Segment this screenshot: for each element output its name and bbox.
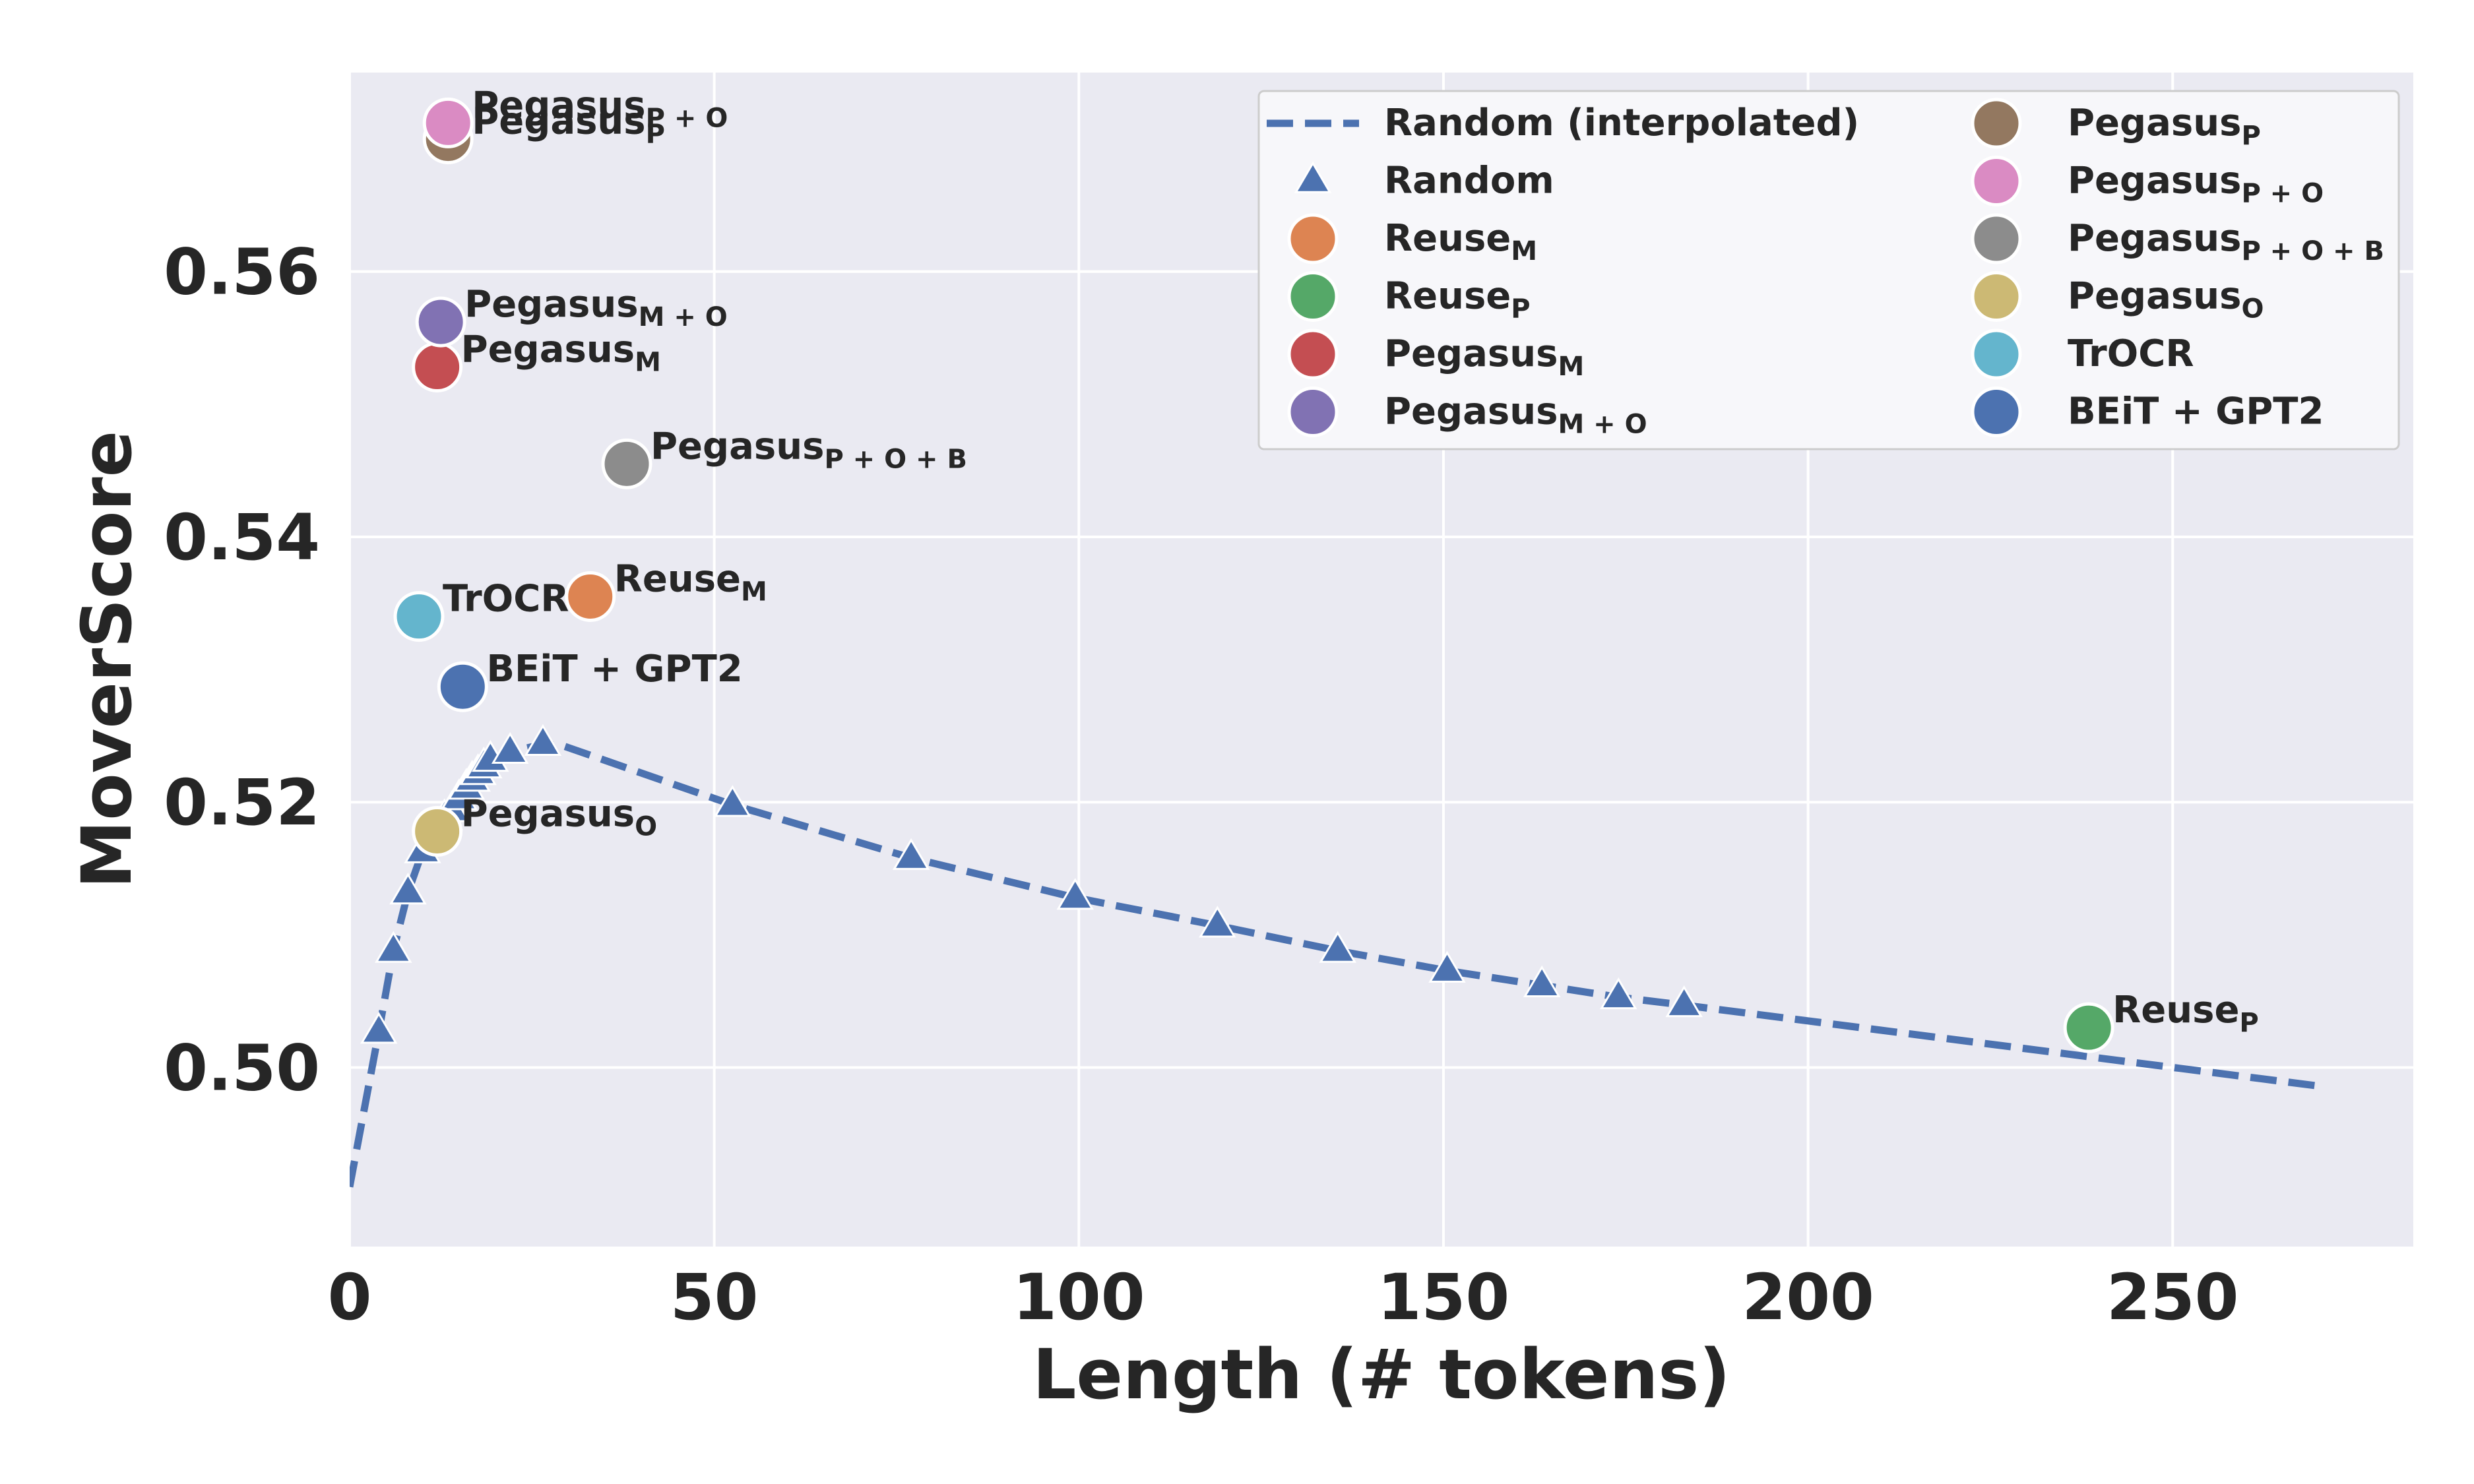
legend-pegasus-m-o-swatch bbox=[1287, 386, 1339, 437]
legend-pegasus-p-o-label: PegasusP + O bbox=[2068, 160, 2324, 209]
legend-pegasus-p-o-b-swatch bbox=[1971, 213, 2022, 264]
legend-trocr-swatch bbox=[1971, 328, 2022, 380]
random-point bbox=[1056, 878, 1094, 910]
tick-labels: 0 50 100 150 200 250 0.50 0.52 0.54 0.56 bbox=[164, 235, 2238, 1334]
point-pegasus-m bbox=[412, 342, 463, 393]
random-point bbox=[714, 785, 751, 817]
random-point bbox=[524, 724, 562, 756]
legend-box bbox=[1257, 90, 2400, 450]
legend-trocr-label: TrOCR bbox=[2068, 332, 2194, 375]
random-point bbox=[1199, 906, 1236, 938]
random-point bbox=[1599, 977, 1637, 1010]
x-tick-label: 200 bbox=[1742, 1260, 1874, 1334]
point-reuse-m bbox=[565, 571, 616, 622]
random-point bbox=[375, 931, 412, 963]
x-tick-label: 100 bbox=[1013, 1260, 1145, 1334]
point-label-pegasus-o: PegasusO bbox=[461, 792, 657, 842]
legend-reuse-p-swatch bbox=[1287, 271, 1339, 322]
x-tick-label: 250 bbox=[2107, 1260, 2238, 1334]
legend-reuse-p-label: ReuseP bbox=[1384, 275, 1531, 325]
random-point bbox=[892, 838, 930, 870]
point-pegasus-o bbox=[412, 805, 463, 857]
legend-random-interpolated-label: Random (interpolated) bbox=[1384, 102, 1859, 144]
legend-random-swatch bbox=[1294, 161, 1332, 193]
legend-beit-gpt2-label: BEiT + GPT2 bbox=[2068, 390, 2324, 433]
legend-pegasus-o-swatch bbox=[1971, 271, 2022, 322]
point-pegasus-p-o-b bbox=[601, 438, 652, 489]
point-label-pegasus-p: PegasusP bbox=[472, 100, 665, 150]
point-label-pegasus-m: PegasusM bbox=[461, 328, 661, 378]
legend-pegasus-m-swatch bbox=[1287, 328, 1339, 380]
random-point bbox=[491, 731, 529, 764]
y-axis-title: MoverScore bbox=[67, 431, 147, 888]
y-tick-label: 0.50 bbox=[164, 1031, 320, 1105]
point-label-reuse-m: ReuseM bbox=[614, 557, 767, 607]
point-beit-gpt2 bbox=[437, 661, 488, 712]
legend-pegasus-p-swatch bbox=[1971, 98, 2022, 149]
legend-pegasus-m-o-label: PegasusM + O bbox=[1384, 390, 1647, 440]
x-tick-label: 0 bbox=[328, 1260, 372, 1334]
legend-pegasus-p-o-swatch bbox=[1971, 156, 2022, 206]
point-label-pegasus-p-o: PegasusP + O bbox=[472, 84, 728, 133]
point-label-reuse-p: ReuseP bbox=[2112, 989, 2259, 1038]
x-tick-label: 150 bbox=[1378, 1260, 1509, 1334]
legend-pegasus-o-label: PegasusO bbox=[2068, 275, 2264, 325]
point-label-beit-gpt2: BEiT + GPT2 bbox=[486, 648, 742, 691]
random-point bbox=[1665, 985, 1703, 1018]
random-point bbox=[1523, 965, 1561, 998]
x-axis-title: Length (# tokens) bbox=[1032, 1334, 1730, 1415]
y-tick-label: 0.56 bbox=[164, 235, 320, 309]
legend-pegasus-m-label: PegasusM bbox=[1384, 332, 1584, 382]
series-layer bbox=[350, 97, 2319, 1188]
legend-pegasus-p-o-b-label: PegasusP + O + B bbox=[2068, 217, 2384, 266]
y-tick-label: 0.54 bbox=[164, 501, 320, 574]
point-reuse-p bbox=[2063, 1002, 2114, 1053]
legend-random-label: Random bbox=[1384, 160, 1554, 202]
random-point bbox=[1319, 931, 1356, 963]
point-label-pegasus-m-o: PegasusM + O bbox=[464, 283, 728, 332]
point-label-trocr: TrOCR bbox=[443, 578, 569, 621]
legend-reuse-m-label: ReuseM bbox=[1384, 217, 1537, 266]
point-label-pegasus-p-o-b: PegasusP + O + B bbox=[650, 425, 967, 474]
legend: Random (interpolated) Random ReuseM ReuseP P… bbox=[1257, 90, 2400, 450]
point-trocr bbox=[393, 591, 445, 642]
legend-reuse-m-swatch bbox=[1287, 213, 1339, 264]
legend-beit-gpt2-swatch bbox=[1971, 386, 2022, 437]
y-tick-label: 0.52 bbox=[164, 766, 320, 840]
point-pegasus-m-o bbox=[415, 296, 466, 348]
random-point bbox=[389, 873, 427, 905]
legend-pegasus-p-label: PegasusP bbox=[2068, 102, 2261, 151]
random-point bbox=[1428, 950, 1466, 983]
random-point bbox=[360, 1012, 398, 1044]
x-tick-label: 50 bbox=[670, 1260, 759, 1334]
point-pegasus-p-o bbox=[422, 97, 474, 148]
